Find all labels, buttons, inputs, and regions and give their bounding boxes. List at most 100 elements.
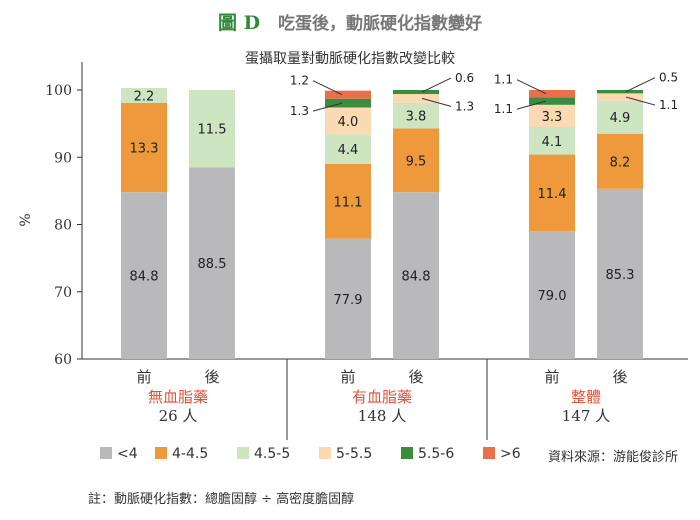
bar-segment-4.5-5: [189, 90, 235, 168]
bar-segment-5-5.5: [393, 94, 439, 103]
group-count: 147 人: [562, 407, 610, 425]
callout-line: [516, 79, 547, 95]
legend-swatch: [401, 447, 413, 459]
data-label: 11.1: [334, 195, 363, 210]
data-label: 84.8: [402, 270, 431, 285]
bar-category-label: 後: [408, 368, 423, 386]
bar-segment-5-5.5: [597, 93, 643, 101]
figure-label: 圖 D: [217, 12, 261, 34]
data-label: 84.8: [130, 270, 159, 285]
data-label: 77.9: [334, 293, 363, 308]
group-name: 整體: [571, 388, 601, 406]
data-label: 11.4: [538, 187, 567, 202]
data-label: 4.0: [338, 115, 359, 130]
legend-label: 5-5.5: [336, 446, 372, 462]
group-count: 26 人: [159, 407, 198, 425]
bar-segment-4.5-5: [325, 134, 371, 164]
figure-header: 圖 D 吃蛋後，動脈硬化指數變好: [0, 8, 700, 35]
data-label: 0.6: [455, 71, 474, 85]
data-label: 0.5: [659, 71, 678, 85]
group-count: 148 人: [358, 407, 406, 425]
bar-category-label: 後: [612, 368, 627, 386]
bar-segment-4-4.5: [529, 154, 575, 232]
bar-segment-5.5-6: [529, 97, 575, 105]
y-tick-label: 60: [54, 352, 72, 368]
legend-label: 4-4.5: [172, 446, 208, 462]
figure-title: 吃蛋後，動脈硬化指數變好: [278, 14, 483, 34]
bar-segment-5.5-6: [597, 90, 643, 94]
data-label: 4.9: [610, 111, 631, 126]
legend-swatch: [155, 447, 167, 459]
y-axis-label: %: [18, 213, 34, 226]
bar-segment-4-4.5: [325, 163, 371, 239]
bar-segment-4.5-5: [121, 87, 167, 103]
bar-segment-4-4.5: [393, 128, 439, 193]
data-label: 1.1: [494, 73, 513, 87]
bar-segment-5-5.5: [529, 104, 575, 127]
data-label: 3.3: [542, 110, 563, 125]
callout-line: [625, 77, 656, 93]
callout-line: [516, 100, 547, 110]
source-text: 資料來源：游能俊診所: [547, 450, 678, 465]
data-label: 8.2: [610, 155, 631, 170]
bar-segment-<4: [529, 231, 575, 359]
data-label: 1.3: [290, 104, 309, 118]
bar-segment-5.5-6: [393, 90, 439, 95]
y-tick-label: 80: [54, 218, 72, 234]
bar-segment-<4: [189, 167, 235, 359]
legend-label: 4.5-5: [254, 446, 290, 462]
legend-swatch: [319, 447, 331, 459]
chart-title: 蛋攝取量對動脈硬化指數改變比較: [245, 51, 455, 67]
bar-segment-4-4.5: [597, 133, 643, 189]
bar-segment->6: [325, 90, 371, 99]
legend-label: 5.5-6: [418, 446, 454, 462]
group-name: 有血脂藥: [352, 388, 412, 406]
bar-category-label: 前: [340, 368, 355, 386]
bar-segment-<4: [325, 238, 371, 359]
callout-line: [421, 77, 452, 93]
data-label: 79.0: [538, 289, 567, 304]
bar-category-label: 後: [204, 368, 219, 386]
bar-segment-4.5-5: [529, 126, 575, 155]
data-label: 9.5: [406, 154, 427, 169]
legend-label: >6: [500, 446, 521, 462]
data-label: 4.4: [338, 143, 359, 158]
y-tick-label: 90: [54, 150, 72, 166]
data-label: 1.1: [494, 102, 513, 116]
data-label: 85.3: [606, 268, 635, 283]
data-label: 11.5: [198, 123, 227, 138]
bar-segment-<4: [393, 192, 439, 359]
callout-line: [421, 97, 452, 107]
legend-label: <4: [117, 446, 138, 462]
legend-swatch: [100, 447, 112, 459]
bar-segment-5-5.5: [325, 107, 371, 135]
legend-swatch: [237, 447, 249, 459]
callout-line: [625, 96, 656, 106]
group-name: 無血脂藥: [148, 388, 208, 406]
data-label: 4.1: [542, 135, 563, 150]
data-label: 13.3: [130, 141, 159, 156]
bar-segment-4-4.5: [121, 102, 167, 193]
callout-line: [312, 102, 343, 112]
bar-category-label: 前: [544, 368, 559, 386]
bar-segment-<4: [597, 188, 643, 359]
callout-line: [312, 80, 343, 96]
data-label: 88.5: [198, 257, 227, 272]
bar-segment-4.5-5: [393, 102, 439, 129]
bar-segment-5.5-6: [325, 98, 371, 108]
footnote: 註：動脈硬化指數：總膽固醇 ÷ 高密度膽固醇: [88, 492, 355, 507]
legend-swatch: [483, 447, 495, 459]
data-label: 1.1: [659, 98, 678, 112]
data-label: 2.2: [134, 89, 155, 104]
data-label: 1.3: [455, 99, 474, 113]
bar-segment->6: [529, 90, 575, 98]
bar-segment-<4: [121, 192, 167, 359]
bar-segment-4.5-5: [597, 100, 643, 134]
data-label: 3.8: [406, 110, 427, 125]
y-tick-label: 100: [45, 83, 72, 99]
y-tick-label: 70: [54, 285, 72, 301]
data-label: 1.2: [290, 74, 309, 88]
bar-category-label: 前: [136, 368, 151, 386]
